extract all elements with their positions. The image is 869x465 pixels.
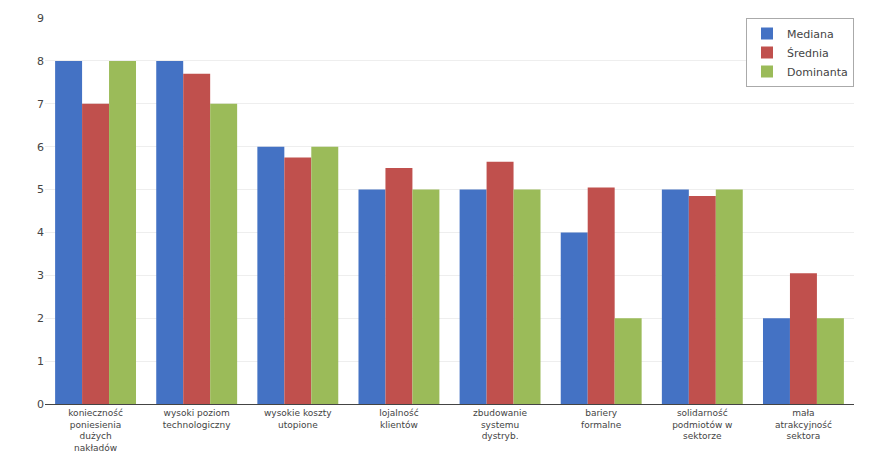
svg-text:małaatrakcyjnośćsektora: małaatrakcyjnośćsektora [775, 408, 832, 441]
svg-text:Dominanta: Dominanta [787, 66, 848, 79]
svg-text:9: 9 [37, 12, 44, 25]
svg-text:0: 0 [37, 398, 44, 411]
svg-text:koniecznośćponiesieniadużychna: koniecznośćponiesieniadużychnakładów [68, 408, 123, 453]
svg-text:wysoki poziomtechnologiczny: wysoki poziomtechnologiczny [163, 408, 232, 430]
svg-text:3: 3 [37, 269, 44, 282]
svg-text:1: 1 [37, 355, 44, 368]
svg-text:2: 2 [37, 312, 44, 325]
svg-text:4: 4 [37, 226, 44, 239]
svg-text:barieryformalne: barieryformalne [581, 408, 622, 430]
svg-text:5: 5 [37, 183, 44, 196]
svg-text:solidarnośćpodmiotów wsektorze: solidarnośćpodmiotów wsektorze [672, 408, 732, 441]
svg-text:lojalnośćklientów: lojalnośćklientów [379, 408, 418, 430]
svg-text:wysokie kosztyutopione: wysokie kosztyutopione [264, 408, 332, 430]
svg-text:Mediana: Mediana [787, 28, 834, 41]
svg-text:7: 7 [37, 98, 44, 111]
svg-text:Średnia: Średnia [787, 47, 829, 60]
svg-text:6: 6 [37, 141, 44, 154]
svg-text:8: 8 [37, 55, 44, 68]
svg-text:zbudowaniesystemudystryb.: zbudowaniesystemudystryb. [473, 408, 527, 441]
